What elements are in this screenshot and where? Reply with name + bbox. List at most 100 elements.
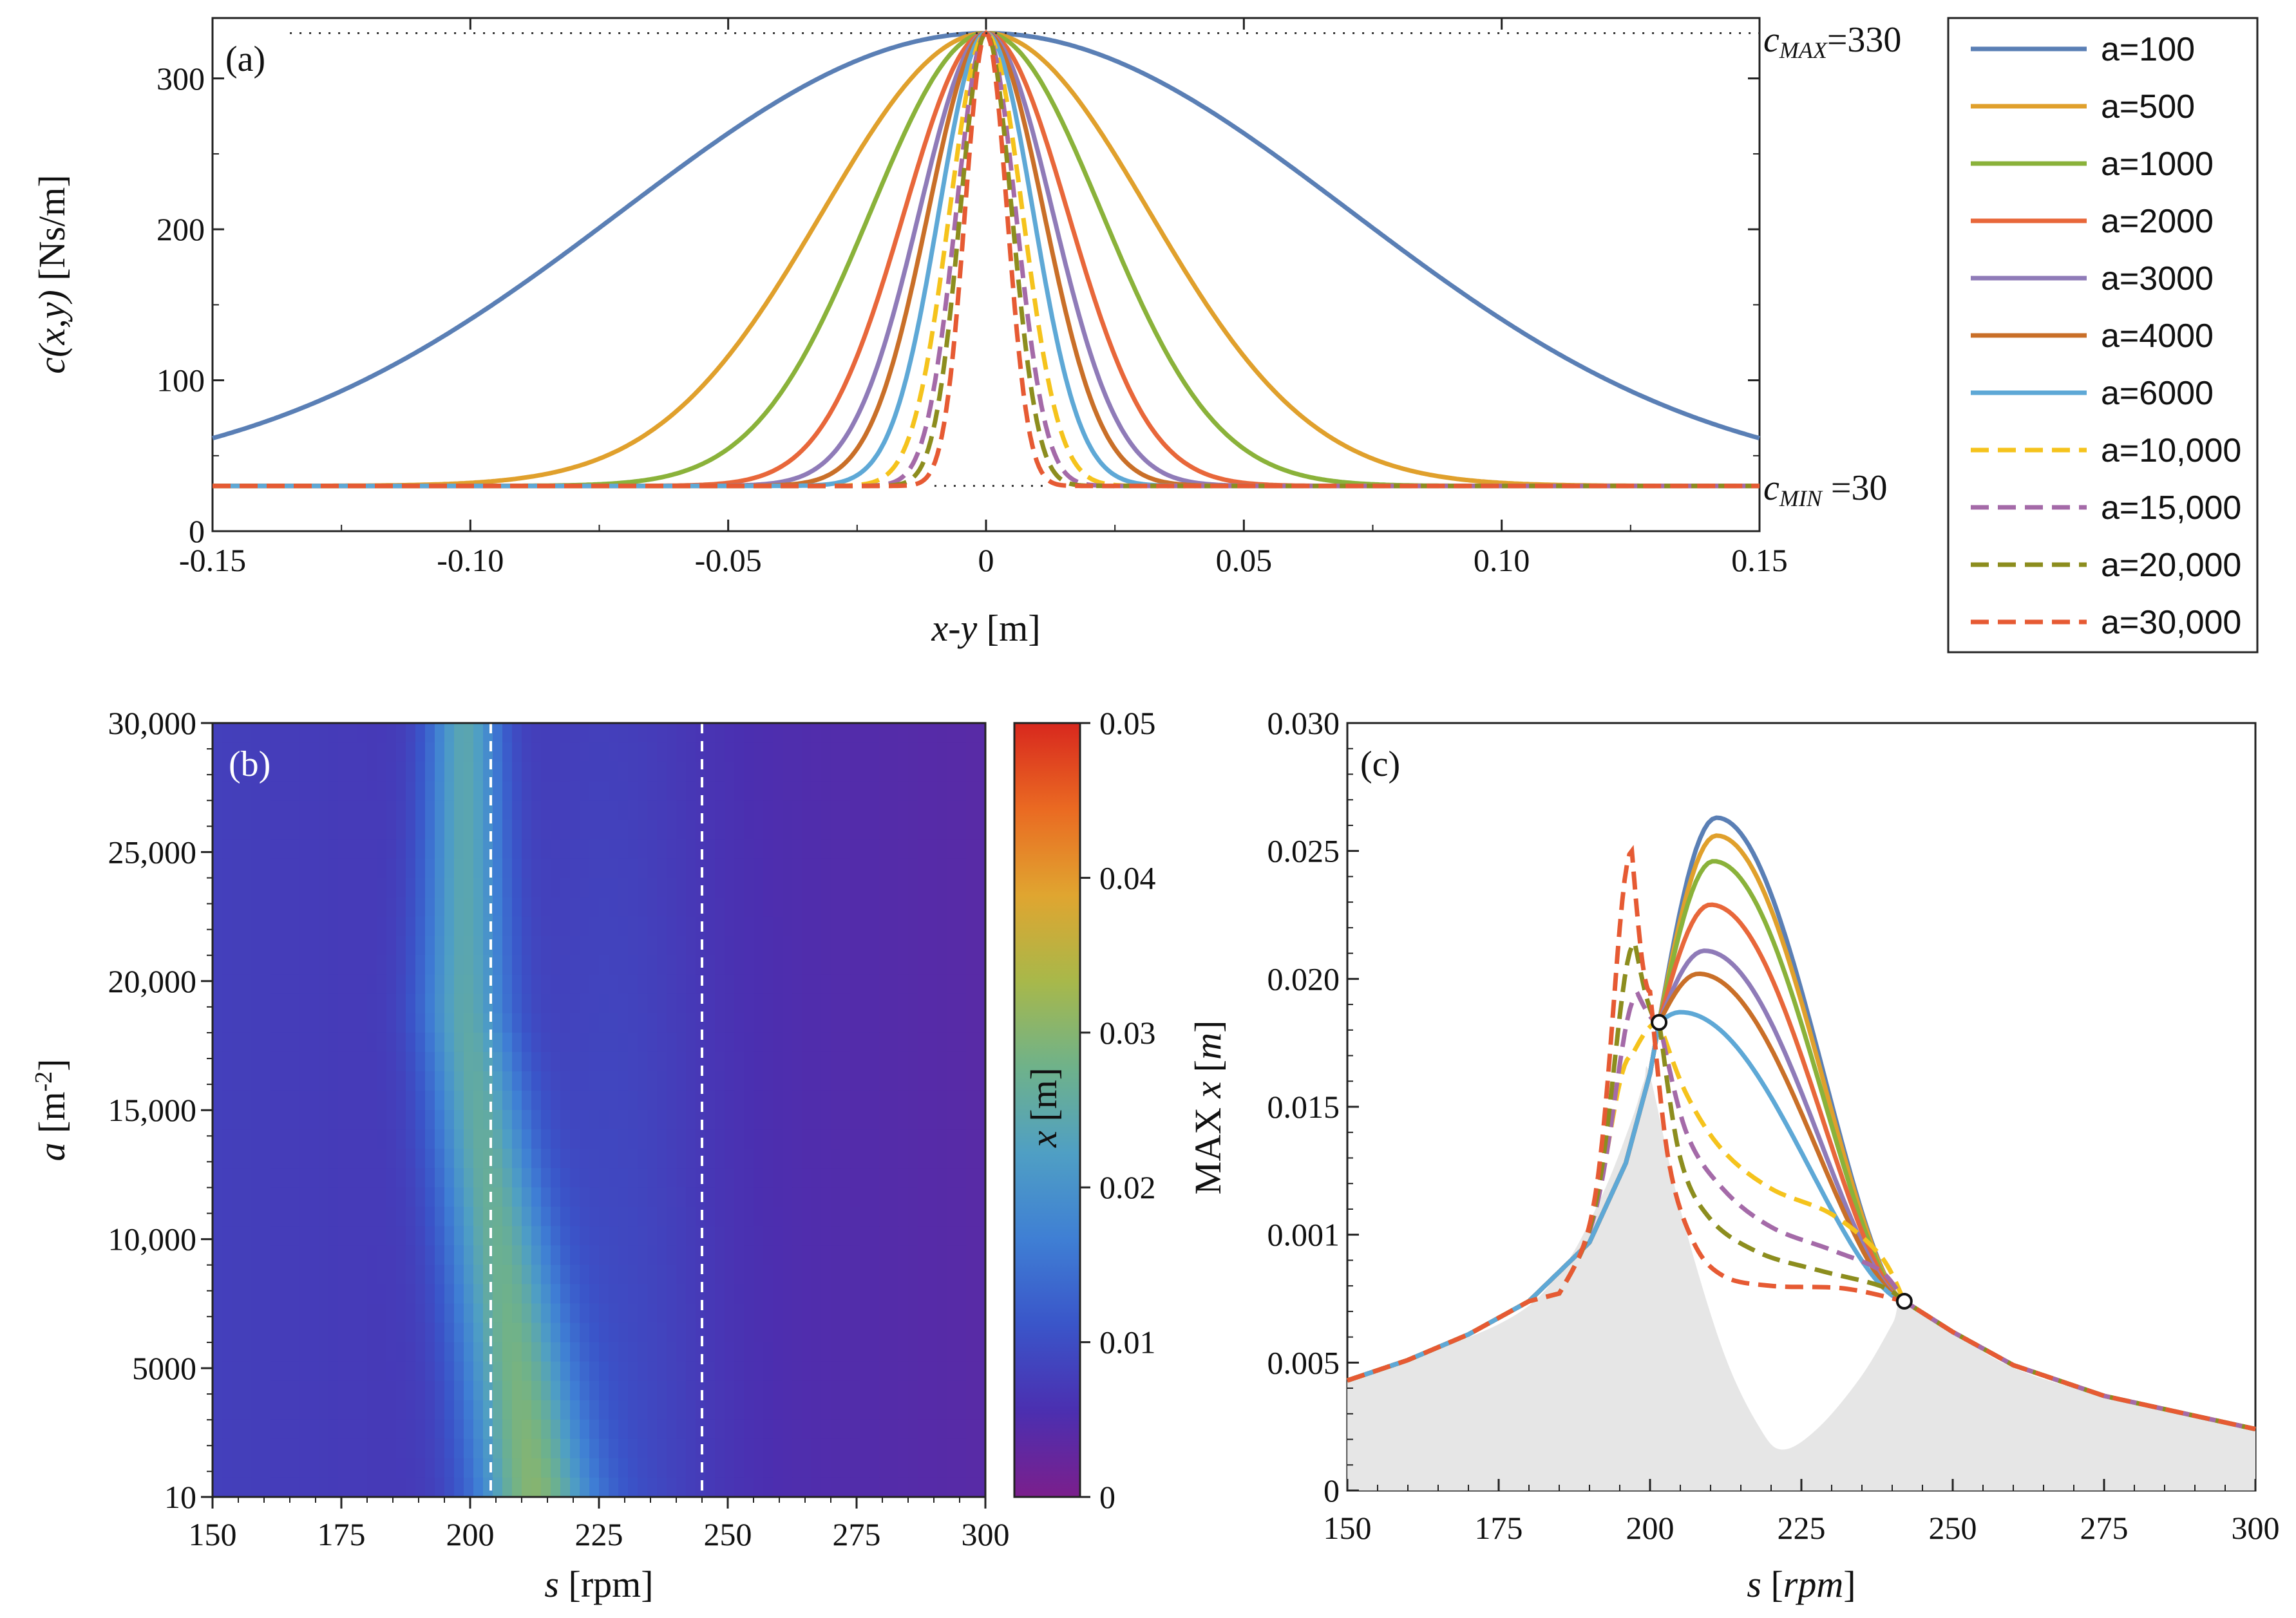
heatmap-cell [676,781,687,801]
heatmap-cell [889,1419,899,1440]
heatmap-cell [357,723,368,743]
heatmap-cell [589,955,600,975]
heatmap-cell [976,974,986,995]
heatmap-cell [618,800,629,820]
heatmap-cell [213,1303,223,1324]
heatmap-cell [686,1458,696,1478]
heatmap-cell [280,1342,290,1362]
heatmap-cell [560,897,571,917]
heatmap-cell [531,723,542,743]
heatmap-cell [638,974,648,995]
heatmap-cell [763,742,773,762]
heatmap-cell [879,1149,889,1169]
heatmap-cell [396,936,406,956]
heatmap-cell [570,742,580,762]
heatmap-cell [348,897,358,917]
heatmap-cell [425,974,435,995]
heatmap-cell [734,993,745,1014]
heatmap-cell [396,781,406,801]
heatmap-cell [213,936,223,956]
heatmap-cell [493,1207,503,1227]
heatmap-cell [251,878,261,898]
heatmap-cell [966,762,976,782]
heatmap-cell [396,762,406,782]
heatmap-cell [908,1380,918,1401]
heatmap-cell [512,916,522,937]
heatmap-cell [299,781,310,801]
heatmap-cell [966,1477,976,1498]
heatmap-cell [657,1400,667,1420]
heatmap-cell [290,1187,300,1207]
heatmap-cell [715,1303,725,1324]
heatmap-cell [560,1380,571,1401]
heatmap-cell [531,993,542,1014]
heatmap-cell [222,1071,232,1091]
heatmap-cell [898,1303,909,1324]
heatmap-cell [396,916,406,937]
heatmap-cell [811,897,822,917]
heatmap-cell [976,1168,986,1188]
heatmap-cell [831,1303,841,1324]
heatmap-cell [734,1129,745,1149]
heatmap-cell [927,1226,938,1246]
heatmap-cell [551,1071,561,1091]
heatmap-cell [290,1032,300,1053]
heatmap-cell [840,993,851,1014]
heatmap-cell [918,1361,928,1382]
heatmap-cell [840,800,851,820]
heatmap-cell [551,1322,561,1343]
heatmap-cell [261,1207,271,1227]
heatmap-cell [744,1149,754,1169]
heatmap-cell [792,974,802,995]
heatmap-cell [918,993,928,1014]
panel-c-line-chart: 150 175 200 225 250 275 30000.0050.0010.0150.0… [1187,705,2280,1605]
heatmap-cell [860,993,870,1014]
heatmap-cell [415,1013,426,1033]
heatmap-cell [348,800,358,820]
heatmap-cell [232,993,242,1014]
heatmap-cell [667,1168,677,1188]
heatmap-cell [531,1380,542,1401]
heatmap-cell [299,1013,310,1033]
heatmap-cell [396,1168,406,1188]
heatmap-cell [309,1032,319,1053]
heatmap-cell [415,742,426,762]
heatmap-cell [570,800,580,820]
heatmap-cell [725,723,735,743]
heatmap-cell [676,820,687,840]
heatmap-cell [937,781,947,801]
heatmap-cell [570,1207,580,1227]
heatmap-cell [386,1207,397,1227]
heatmap-cell [831,1284,841,1304]
heatmap-cell [927,858,938,878]
heatmap-cell [357,858,368,878]
heatmap-cell [367,858,377,878]
heatmap-cell [319,1458,329,1478]
heatmap-cell [222,1149,232,1169]
heatmap-cell [657,723,667,743]
heatmap-cell [667,1303,677,1324]
heatmap-cell [850,1129,860,1149]
heatmap-cell [879,742,889,762]
heatmap-cell [367,1477,377,1498]
heatmap-cell [261,1458,271,1478]
heatmap-cell [792,800,802,820]
heatmap-cell [647,878,658,898]
heatmap-cell [869,1090,880,1111]
heatmap-cell [280,1458,290,1478]
heatmap-cell [464,1477,474,1498]
heatmap-cell [638,839,648,859]
legend-label: a=2000 [2101,203,2214,240]
heatmap-cell [696,781,706,801]
heatmap-cell [551,878,561,898]
heatmap-cell [618,723,629,743]
heatmap-cell [618,781,629,801]
heatmap-cell [396,1226,406,1246]
heatmap-cell [570,839,580,859]
heatmap-cell [802,1303,812,1324]
heatmap-cell [725,1207,735,1227]
heatmap-cell [734,1400,745,1420]
heatmap-cell [435,916,445,937]
heatmap-cell [213,1284,223,1304]
heatmap-cell [473,916,484,937]
